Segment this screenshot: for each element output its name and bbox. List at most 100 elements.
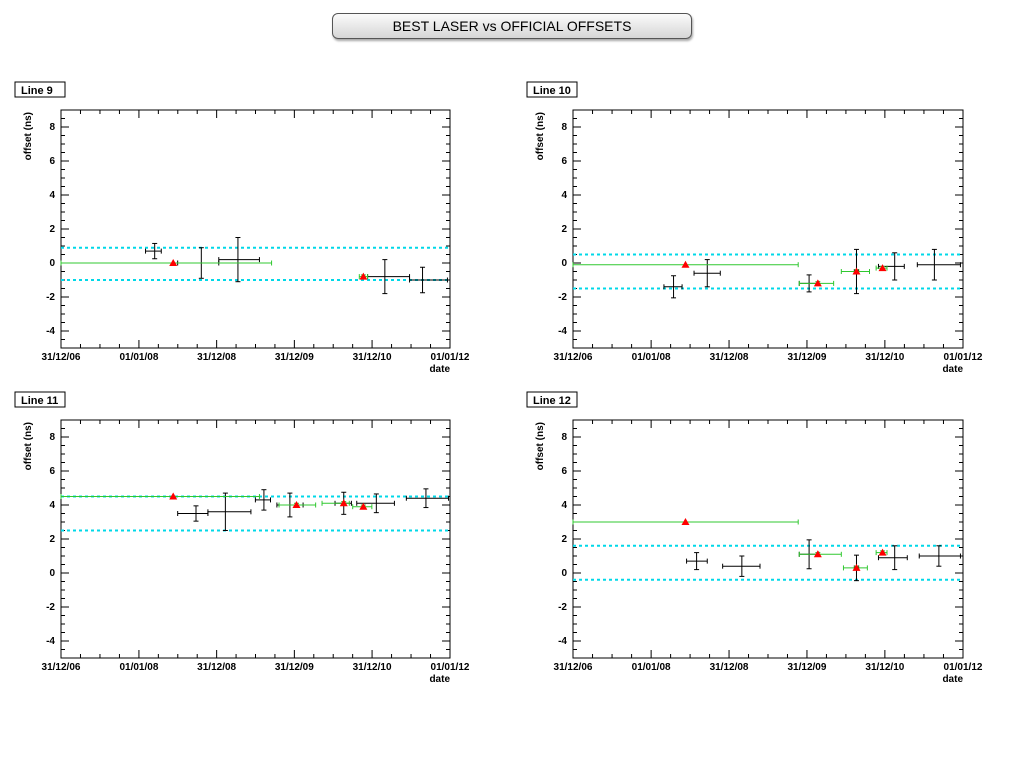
y-axis-label: offset (ns) — [535, 112, 546, 160]
panel-label-box — [526, 81, 578, 98]
official-offset-point — [798, 279, 835, 287]
y-tick-label: -4 — [558, 636, 567, 647]
laser-offset-point — [145, 242, 162, 260]
x-tick-label: 31/12/10 — [865, 662, 904, 673]
triangle-marker — [292, 501, 301, 508]
laser-offset-point — [722, 555, 761, 577]
triangle-marker — [681, 260, 690, 268]
laser-offset-point — [693, 259, 721, 288]
x-tick-label: 31/12/06 — [554, 662, 593, 673]
triangle-marker — [878, 264, 887, 272]
y-tick-label: -4 — [46, 636, 55, 647]
x-axis-label: date — [429, 674, 450, 685]
x-tick-label: 31/12/08 — [710, 662, 749, 673]
y-tick-label: 4 — [561, 500, 567, 511]
x-axis-label: date — [942, 364, 963, 375]
y-tick-label: -2 — [558, 602, 567, 613]
x-tick-label: 31/12/09 — [787, 352, 826, 363]
x-tick-label: 31/12/09 — [275, 662, 314, 673]
x-tick-label: 31/12/10 — [353, 662, 392, 673]
x-tick-label: 31/12/10 — [865, 352, 904, 363]
y-tick-label: 8 — [49, 432, 55, 443]
x-axis-label: date — [942, 674, 963, 685]
plot-frame — [572, 419, 964, 659]
panel-label-box — [14, 81, 66, 98]
x-tick-label: 31/12/09 — [275, 352, 314, 363]
x-tick-label: 01/01/12 — [431, 662, 470, 673]
official-offset-point — [278, 501, 317, 508]
triangle-marker — [852, 267, 861, 275]
panel-label: Line 10 — [526, 81, 578, 98]
triangle-marker — [813, 550, 822, 558]
official-offset-point — [840, 267, 871, 275]
panel-label: Line 9 — [14, 81, 66, 98]
x-tick-label: 01/01/12 — [431, 352, 470, 363]
official-offset-point — [321, 499, 350, 507]
y-tick-label: 8 — [561, 432, 567, 443]
official-offset-point — [572, 260, 799, 268]
x-tick-label: 01/01/08 — [119, 352, 158, 363]
y-tick-label: -2 — [558, 292, 567, 303]
laser-offset-point — [405, 488, 450, 509]
laser-offset-point — [663, 275, 683, 299]
triangle-marker — [878, 548, 887, 556]
x-tick-label: 01/01/08 — [119, 662, 158, 673]
official-offset-point — [842, 563, 868, 571]
y-tick-label: 8 — [561, 122, 567, 133]
laser-offset-point — [177, 505, 209, 522]
triangle-marker — [339, 499, 348, 507]
official-offset-point — [352, 502, 373, 510]
y-tick-label: 6 — [49, 156, 55, 167]
laser-offset-point — [254, 489, 272, 511]
panel-label-text: Line 12 — [533, 395, 571, 407]
y-tick-label: 2 — [561, 224, 567, 235]
panel-label-box — [526, 391, 578, 408]
laser-offset-point — [409, 266, 448, 294]
x-tick-label: 31/12/08 — [710, 352, 749, 363]
x-tick-label: 01/01/12 — [944, 352, 983, 363]
x-tick-label: 01/01/12 — [944, 662, 983, 673]
x-tick-label: 31/12/10 — [353, 352, 392, 363]
panel-label-text: Line 11 — [21, 395, 58, 407]
y-tick-label: 8 — [49, 122, 55, 133]
triangle-marker — [813, 279, 822, 287]
triangle-marker — [852, 563, 861, 571]
laser-offset-point — [686, 552, 708, 571]
y-tick-label: 2 — [49, 534, 55, 545]
y-tick-label: -4 — [46, 326, 55, 337]
y-tick-label: 2 — [49, 224, 55, 235]
official-offset-point — [60, 492, 260, 500]
x-axis-label: date — [429, 364, 450, 375]
panel-label: Line 11 — [14, 391, 66, 408]
y-tick-label: 2 — [561, 534, 567, 545]
panel-label-text: Line 10 — [533, 85, 571, 97]
x-tick-label: 31/12/09 — [787, 662, 826, 673]
official-offset-point — [798, 550, 842, 558]
official-offset-point — [60, 259, 273, 266]
y-tick-label: 6 — [49, 466, 55, 477]
x-tick-label: 01/01/08 — [632, 662, 671, 673]
y-tick-label: -2 — [46, 602, 55, 613]
x-tick-label: 01/01/08 — [632, 352, 671, 363]
y-axis-label: offset (ns) — [535, 422, 546, 470]
panel-label-text: Line 9 — [21, 85, 53, 97]
laser-offset-point — [218, 237, 260, 283]
triangle-marker — [169, 259, 178, 266]
y-tick-label: -4 — [558, 326, 567, 337]
y-tick-label: 4 — [49, 190, 55, 201]
triangle-marker — [359, 272, 368, 280]
y-tick-label: 0 — [561, 258, 567, 269]
official-offset-point — [572, 518, 799, 525]
laser-offset-point — [916, 248, 961, 281]
laser-offset-point — [918, 545, 961, 567]
x-tick-label: 31/12/08 — [197, 352, 236, 363]
y-tick-label: 0 — [49, 568, 55, 579]
y-tick-label: 0 — [49, 258, 55, 269]
y-tick-label: 4 — [49, 500, 55, 511]
triangle-marker — [169, 492, 178, 500]
y-tick-label: 6 — [561, 156, 567, 167]
y-axis-label: offset (ns) — [23, 422, 34, 470]
